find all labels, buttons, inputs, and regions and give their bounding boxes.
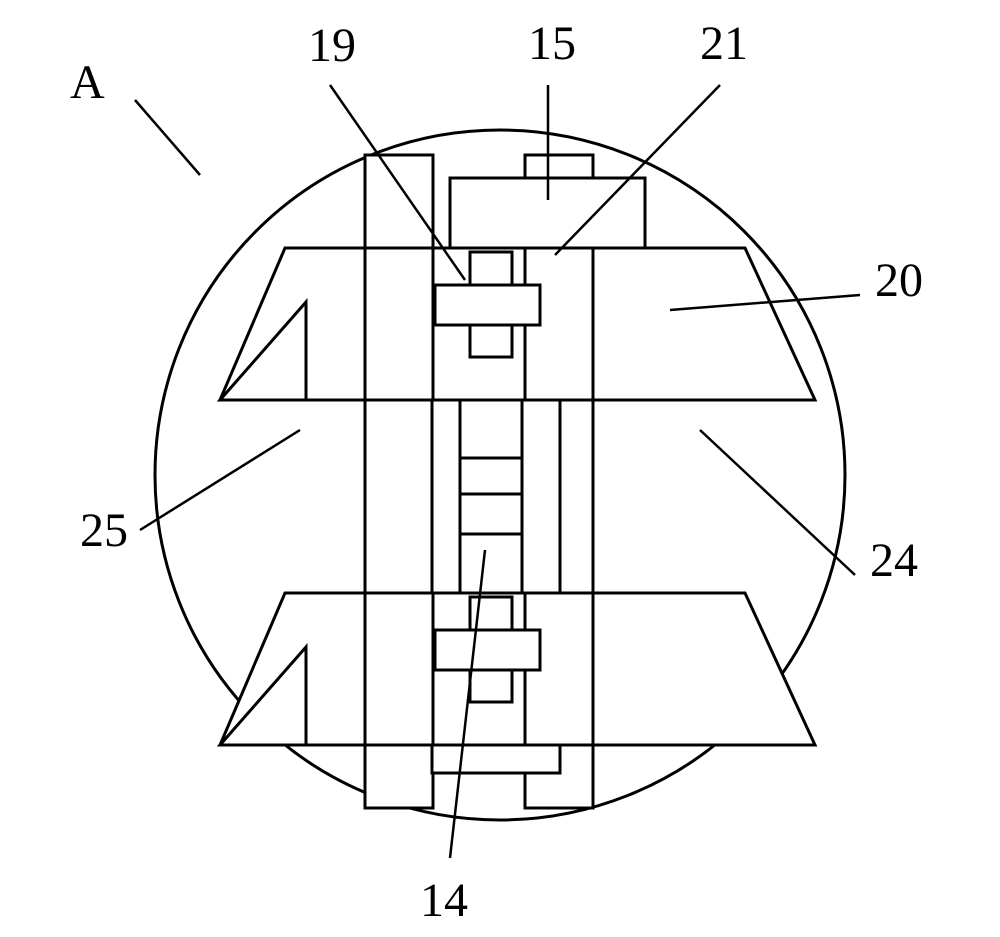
middle-inner-bottom xyxy=(460,534,522,593)
label-14: 14 xyxy=(420,873,468,928)
label-15: 15 xyxy=(528,16,576,71)
label-21: 21 xyxy=(700,16,748,71)
label-25: 25 xyxy=(80,503,128,558)
leader-A xyxy=(135,100,200,175)
diagram-svg xyxy=(0,0,1000,937)
label-24: 24 xyxy=(870,533,918,588)
label-A: A xyxy=(70,55,105,110)
middle-inner-top xyxy=(460,400,522,458)
label-19: 19 xyxy=(308,18,356,73)
label-20: 20 xyxy=(875,253,923,308)
leader-24 xyxy=(700,430,855,575)
diagram-container: A 19 15 21 20 25 24 14 xyxy=(0,0,1000,937)
bottom-block xyxy=(432,745,560,773)
central-assembly xyxy=(220,155,815,808)
lower-cross-center xyxy=(472,632,510,668)
leader-25 xyxy=(140,430,300,530)
upper-cross-center xyxy=(472,287,510,323)
